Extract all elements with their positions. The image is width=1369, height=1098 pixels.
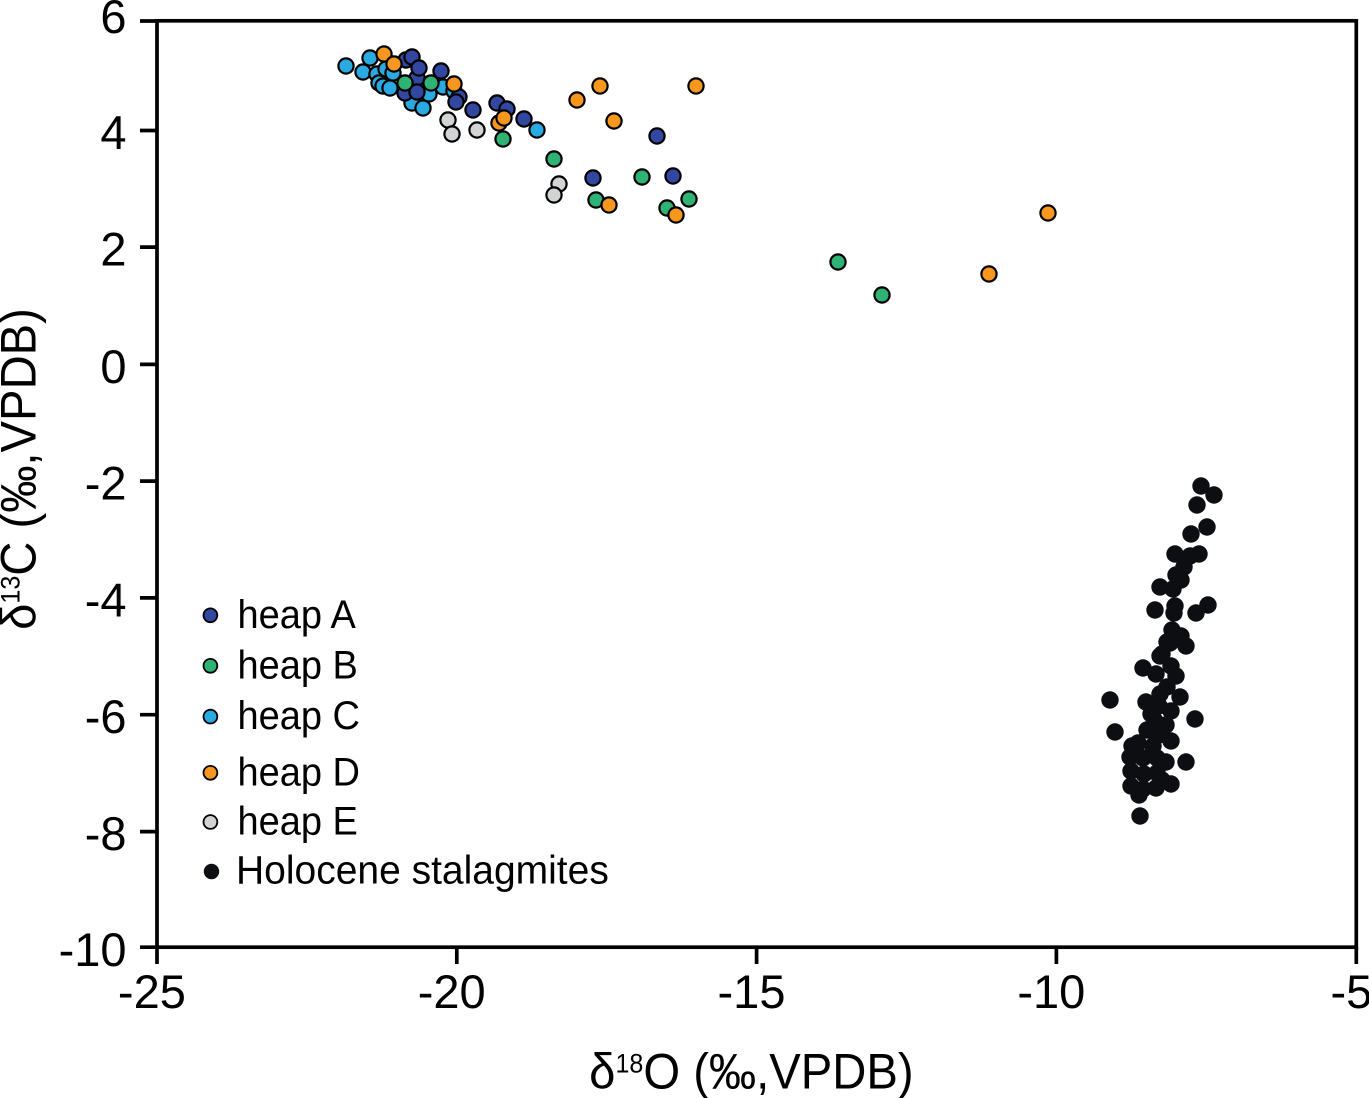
svg-text:6: 6: [100, 0, 126, 43]
svg-text:-15: -15: [718, 965, 786, 1018]
svg-text:heap C: heap C: [238, 694, 361, 738]
svg-text:-10: -10: [1017, 965, 1085, 1018]
svg-text:2: 2: [100, 223, 126, 276]
svg-text:-25: -25: [118, 965, 186, 1018]
svg-text:-2: -2: [85, 457, 127, 510]
svg-text:-4: -4: [85, 573, 127, 626]
svg-text:heap A: heap A: [238, 593, 356, 637]
svg-text:-5: -5: [1331, 965, 1369, 1018]
svg-text:4: 4: [100, 106, 126, 159]
svg-text:-20: -20: [418, 965, 486, 1018]
svg-text:heap D: heap D: [238, 751, 361, 795]
svg-text:0: 0: [100, 340, 126, 393]
svg-text:heap B: heap B: [238, 644, 358, 688]
svg-text:δ13C (‰,VPDB): δ13C (‰,VPDB): [0, 308, 47, 630]
svg-text:δ18O (‰,VPDB): δ18O (‰,VPDB): [589, 1045, 913, 1098]
svg-text:-8: -8: [85, 807, 127, 860]
svg-text:-10: -10: [59, 923, 127, 976]
svg-text:heap E: heap E: [238, 800, 358, 844]
svg-text:-6: -6: [85, 690, 127, 743]
svg-text:Holocene stalagmites: Holocene stalagmites: [236, 848, 609, 893]
